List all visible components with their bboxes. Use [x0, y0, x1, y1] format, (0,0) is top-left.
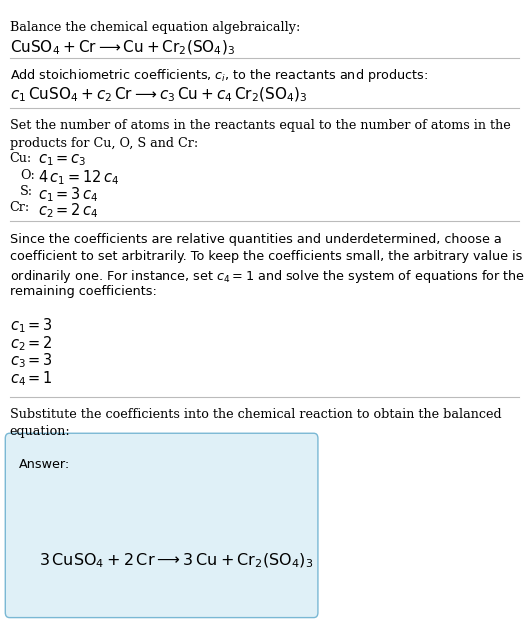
Text: $4\,c_1 = 12\,c_4$: $4\,c_1 = 12\,c_4$ — [38, 169, 120, 187]
Text: $c_2 = 2\,c_4$: $c_2 = 2\,c_4$ — [38, 201, 99, 220]
Text: Substitute the coefficients into the chemical reaction to obtain the balanced: Substitute the coefficients into the che… — [10, 408, 501, 421]
Text: $c_4 = 1$: $c_4 = 1$ — [10, 369, 52, 388]
Text: remaining coefficients:: remaining coefficients: — [10, 285, 157, 298]
Text: Balance the chemical equation algebraically:: Balance the chemical equation algebraica… — [10, 21, 300, 34]
FancyBboxPatch shape — [5, 433, 318, 618]
Text: products for Cu, O, S and Cr:: products for Cu, O, S and Cr: — [10, 137, 198, 150]
Text: $\mathrm{CuSO_4 + Cr \longrightarrow Cu + Cr_2(SO_4)_3}$: $\mathrm{CuSO_4 + Cr \longrightarrow Cu … — [10, 39, 235, 57]
Text: $c_2 = 2$: $c_2 = 2$ — [10, 334, 52, 353]
Text: Set the number of atoms in the reactants equal to the number of atoms in the: Set the number of atoms in the reactants… — [10, 119, 510, 132]
Text: coefficient to set arbitrarily. To keep the coefficients small, the arbitrary va: coefficient to set arbitrarily. To keep … — [10, 250, 522, 263]
Text: $c_1\, \mathrm{CuSO_4} + c_2\, \mathrm{Cr} \longrightarrow c_3\, \mathrm{Cu} + c: $c_1\, \mathrm{CuSO_4} + c_2\, \mathrm{C… — [10, 86, 307, 104]
Text: S:: S: — [20, 185, 33, 198]
Text: Add stoichiometric coefficients, $c_i$, to the reactants and products:: Add stoichiometric coefficients, $c_i$, … — [10, 67, 427, 84]
Text: $c_1 = c_3$: $c_1 = c_3$ — [38, 152, 87, 168]
Text: $c_1 = 3$: $c_1 = 3$ — [10, 317, 52, 335]
Text: $c_3 = 3$: $c_3 = 3$ — [10, 352, 52, 371]
Text: Since the coefficients are relative quantities and underdetermined, choose a: Since the coefficients are relative quan… — [10, 233, 501, 246]
Text: $3\, \mathrm{CuSO_4} + 2\, \mathrm{Cr} \longrightarrow 3\, \mathrm{Cu} + \mathrm: $3\, \mathrm{CuSO_4} + 2\, \mathrm{Cr} \… — [39, 552, 313, 570]
Text: O:: O: — [20, 169, 35, 182]
Text: Cu:: Cu: — [10, 152, 32, 166]
Text: Cr:: Cr: — [10, 201, 30, 214]
Text: equation:: equation: — [10, 425, 70, 438]
Text: ordinarily one. For instance, set $c_4 = 1$ and solve the system of equations fo: ordinarily one. For instance, set $c_4 =… — [10, 268, 525, 285]
Text: Answer:: Answer: — [19, 458, 70, 471]
Text: $c_1 = 3\,c_4$: $c_1 = 3\,c_4$ — [38, 185, 99, 204]
